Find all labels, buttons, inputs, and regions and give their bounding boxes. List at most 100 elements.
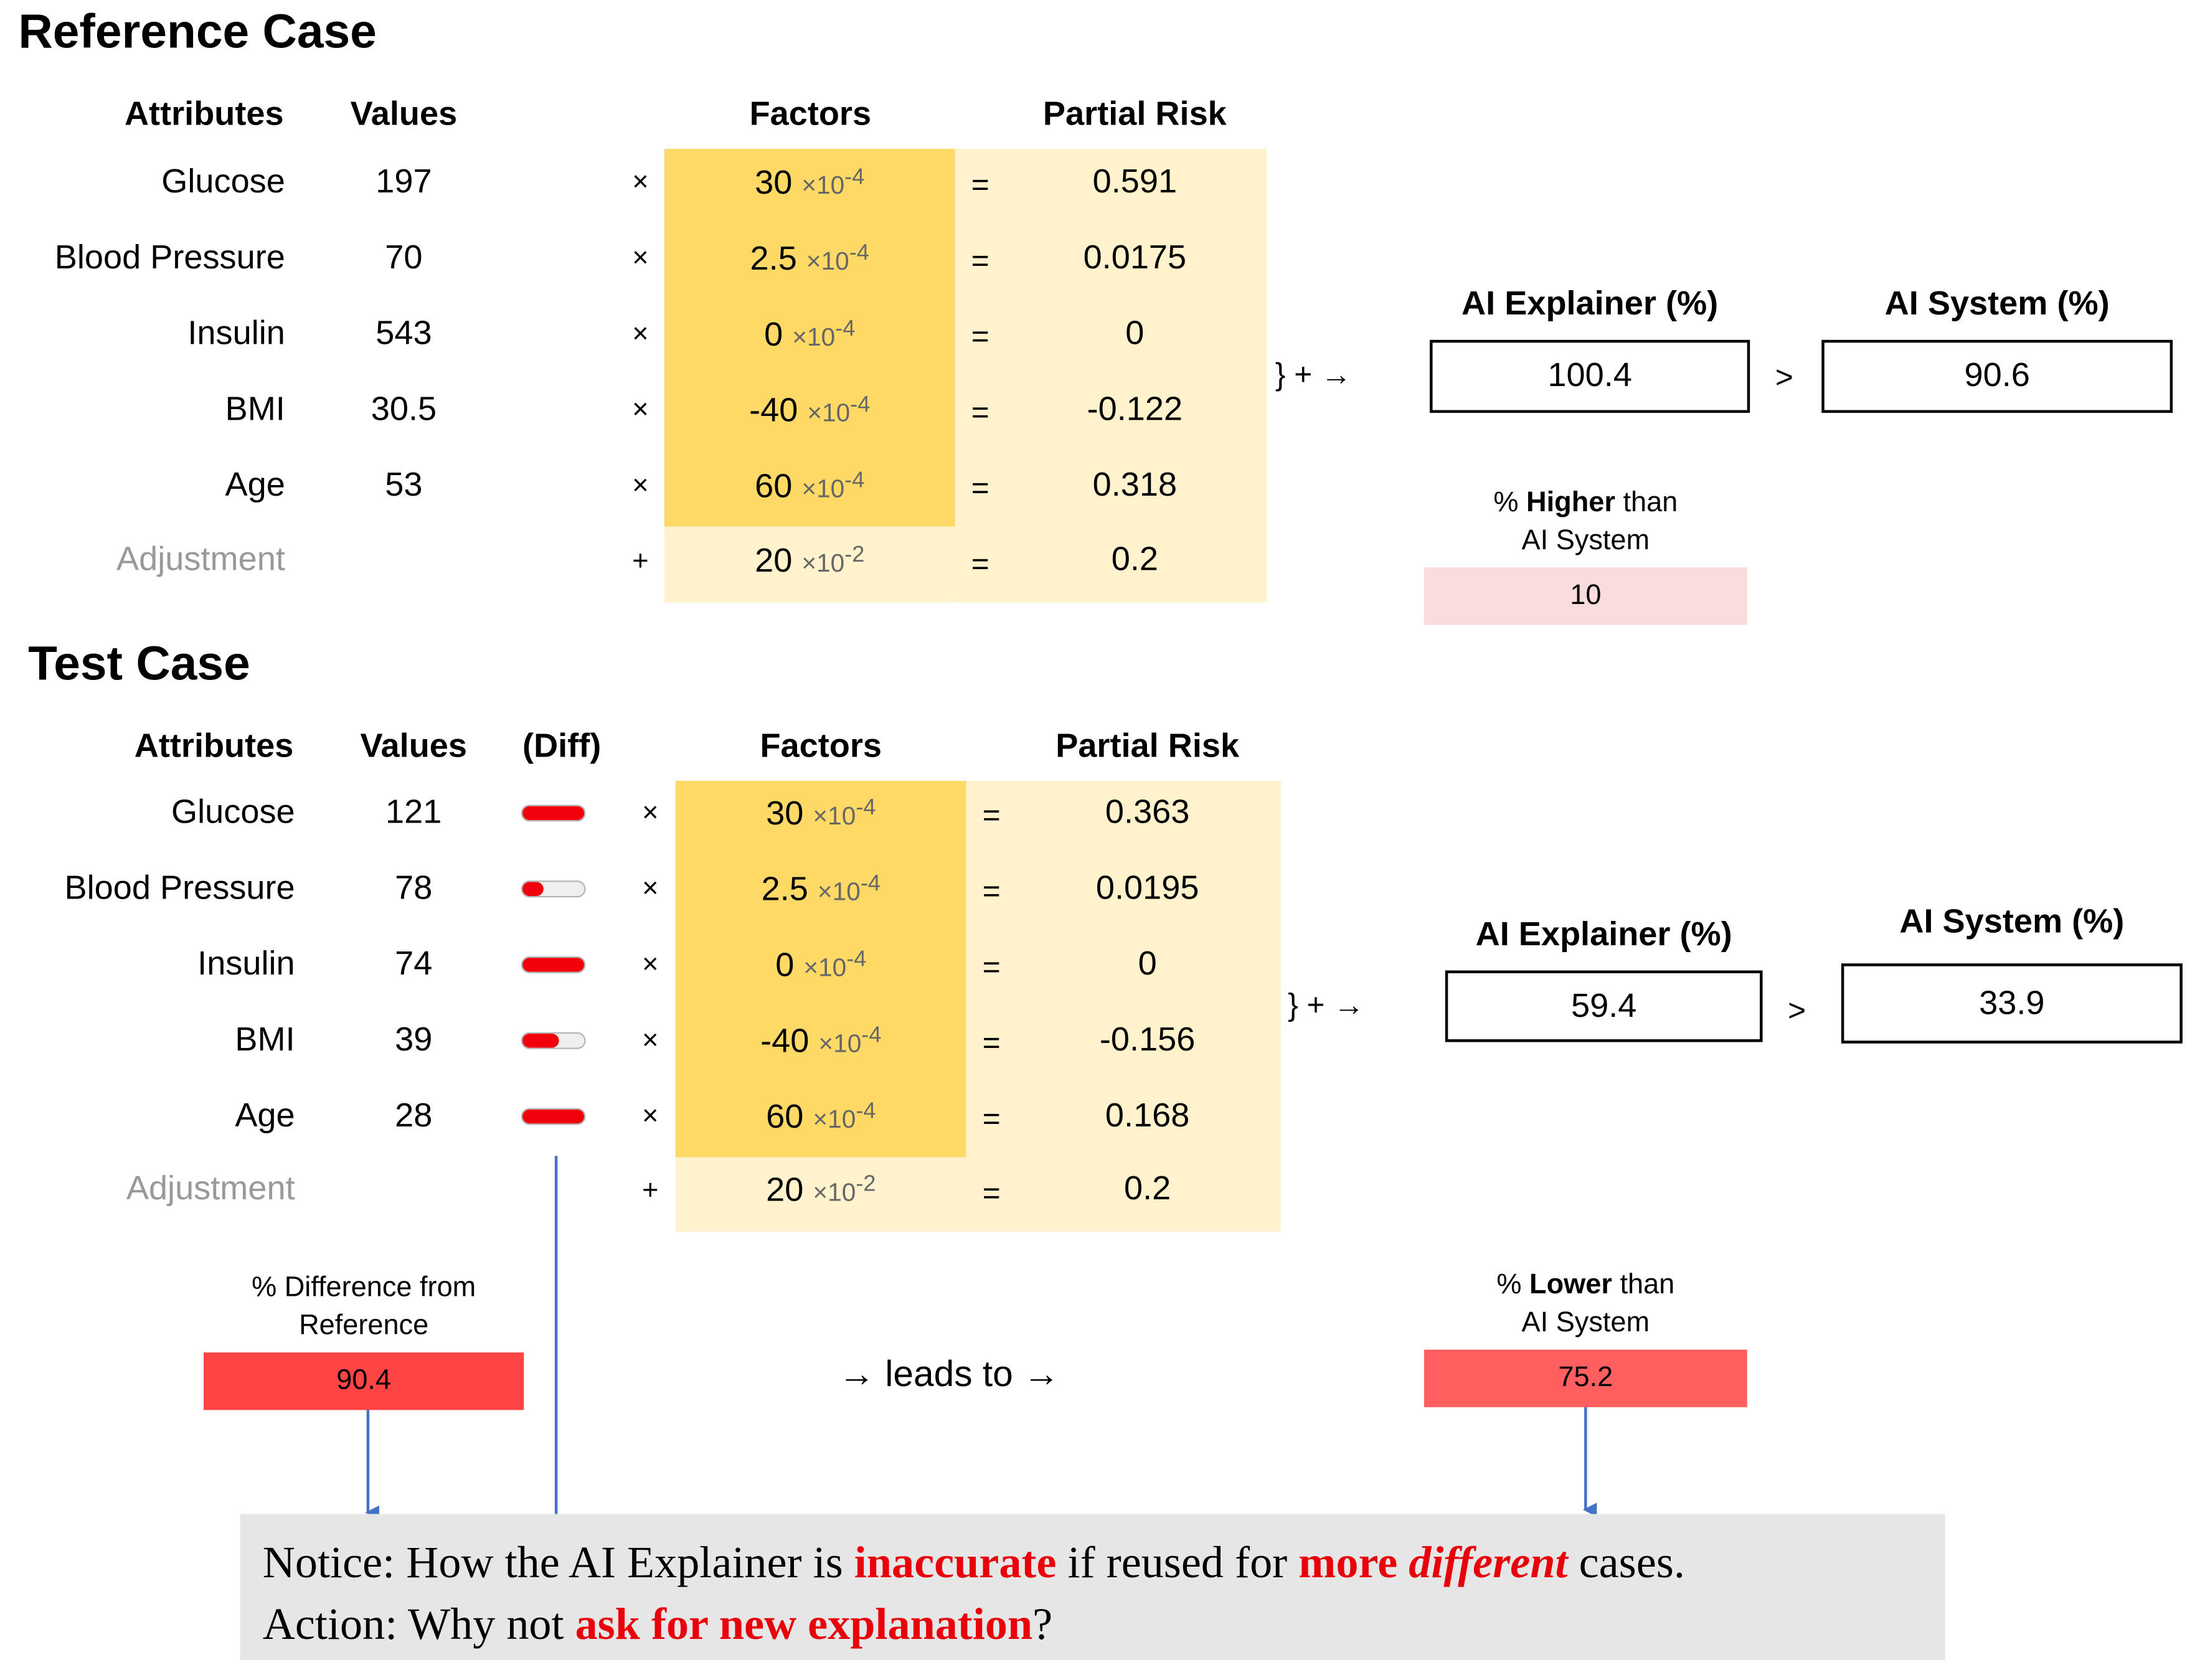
test-row-factor-value: -40 [760, 1022, 810, 1060]
ref-compare-badge: 10 [1424, 567, 1747, 625]
ref-compare-label: % Higher than AI System [1493, 487, 1678, 557]
ref-header-values: Values [350, 95, 458, 134]
test-diff-value: 90.4 [336, 1365, 392, 1396]
ref-row-attribute: Blood Pressure [54, 238, 285, 277]
ref-compare-value: 10 [1570, 580, 1602, 611]
test-adjustment-unit: ×10-2 [813, 1173, 876, 1207]
ref-row-times: × [632, 318, 649, 350]
test-diff-badge: 90.4 [204, 1352, 524, 1410]
ref-explainer-value: 100.4 [1547, 356, 1632, 395]
test-row-attribute: Insulin [197, 945, 295, 983]
ref-header-partial-risk: Partial Risk [1042, 95, 1227, 134]
ref-explainer-label: AI Explainer (%) [1461, 285, 1719, 323]
test-row-diff-bar [521, 805, 586, 822]
ref-row-equals: = [971, 394, 989, 430]
test-row-times: × [642, 798, 659, 829]
ref-row-factor: 0 ×10-4 [664, 316, 955, 355]
ref-row-partial-risk: -0.122 [1087, 390, 1183, 428]
ref-row-equals: = [971, 470, 989, 506]
ref-row-equals: = [971, 167, 989, 202]
test-row-equals: = [982, 1025, 1001, 1060]
test-compare-label: % Lower than AI System [1496, 1269, 1675, 1339]
notice-line-1: Notice: How the AI Explainer is inaccura… [262, 1536, 1685, 1587]
ref-row-attribute: Age [225, 466, 285, 504]
ref-row-factor: 2.5 ×10-4 [664, 240, 955, 280]
test-row-diff-fill [522, 958, 585, 972]
test-row-factor-value: 0 [775, 946, 795, 985]
ref-row-factor-unit: ×10-4 [806, 241, 869, 276]
test-row-diff-bar [521, 1108, 586, 1125]
test-row-partial-risk: -0.156 [1099, 1021, 1196, 1059]
ref-sum-arrow: } + → [1275, 356, 1352, 392]
test-adjustment-plus: + [642, 1175, 659, 1207]
ref-row-attribute: BMI [225, 390, 285, 428]
ref-row-value: 543 [375, 314, 432, 353]
ref-row-factor-unit: ×10-4 [807, 393, 871, 427]
test-header-factors: Factors [760, 727, 882, 766]
test-factor-block [675, 781, 966, 1158]
ref-row-times: × [632, 470, 649, 502]
ref-row-attribute: Insulin [187, 314, 285, 353]
test-row-value: 39 [395, 1021, 433, 1059]
test-row-diff-fill [522, 882, 544, 896]
test-diff-label: % Difference from Reference [252, 1272, 476, 1341]
ref-explainer-box: 100.4 [1429, 339, 1750, 413]
ref-row-times: × [632, 243, 649, 274]
ref-adjustment-factor-value: 20 [755, 542, 793, 580]
test-adjustment-risk: 0.2 [1124, 1169, 1171, 1208]
test-row-times: × [642, 949, 659, 981]
ref-row-partial-risk: 0.591 [1092, 163, 1178, 201]
ref-row-times: × [632, 394, 649, 426]
test-sum-arrow: } + → [1288, 987, 1364, 1022]
ref-row-factor: 30 ×10-4 [664, 164, 955, 204]
test-explainer-value: 59.4 [1570, 986, 1637, 1025]
test-row-factor-unit: ×10-4 [813, 1099, 876, 1134]
ref-row-attribute: Glucose [161, 163, 285, 201]
test-row-times: × [642, 1025, 659, 1057]
test-adjustment-factor-value: 20 [766, 1171, 804, 1209]
test-header-partial-risk: Partial Risk [1055, 727, 1240, 766]
test-row-diff-fill [522, 1109, 585, 1124]
ref-factor-block [664, 149, 955, 527]
test-header-values: Values [360, 727, 467, 766]
ref-header-attributes: Attributes [124, 95, 284, 134]
test-row-factor: 30 ×10-4 [676, 795, 966, 834]
test-row-factor-unit: ×10-4 [813, 796, 876, 830]
leads-to-text: → leads to → [838, 1352, 1060, 1395]
test-row-value: 78 [395, 869, 433, 907]
test-row-factor: 2.5 ×10-4 [676, 871, 966, 910]
ref-row-value: 70 [385, 238, 423, 277]
test-row-value: 74 [395, 945, 433, 983]
test-row-factor-value: 60 [766, 1098, 804, 1136]
test-row-diff-bar [521, 956, 586, 973]
ref-adjustment-equals: = [971, 546, 989, 582]
ref-row-factor-unit: ×10-4 [801, 166, 865, 200]
ref-row-times: × [632, 167, 649, 199]
test-row-diff-bar [521, 1032, 586, 1049]
ref-system-value: 90.6 [1964, 356, 2030, 395]
test-row-factor-unit: ×10-4 [803, 948, 867, 982]
ref-adjustment-label: Adjustment [116, 540, 285, 579]
test-row-factor-value: 2.5 [761, 871, 808, 909]
test-system-value: 33.9 [1979, 983, 2045, 1022]
test-row-value: 121 [385, 793, 442, 832]
test-row-factor: -40 ×10-4 [676, 1022, 966, 1062]
test-adjustment-equals: = [982, 1175, 1001, 1211]
test-explainer-label: AI Explainer (%) [1475, 915, 1732, 954]
test-row-diff-fill [522, 1033, 560, 1048]
test-row-attribute: Age [235, 1097, 295, 1135]
ref-row-factor-value: 0 [764, 316, 783, 354]
test-compare-value: 75.2 [1558, 1362, 1613, 1394]
test-adjustment-factor-block [675, 1157, 966, 1232]
test-explainer-box: 59.4 [1445, 970, 1763, 1042]
ref-row-equals: = [971, 243, 989, 278]
ref-risk-block [955, 149, 1267, 603]
test-compare-badge: 75.2 [1424, 1349, 1747, 1407]
notice-box: Notice: How the AI Explainer is inaccura… [240, 1514, 1945, 1660]
test-adjustment-label: Adjustment [126, 1169, 295, 1208]
test-row-times: × [642, 873, 659, 905]
reference-title: Reference Case [18, 6, 377, 59]
test-row-attribute: BMI [235, 1021, 295, 1059]
